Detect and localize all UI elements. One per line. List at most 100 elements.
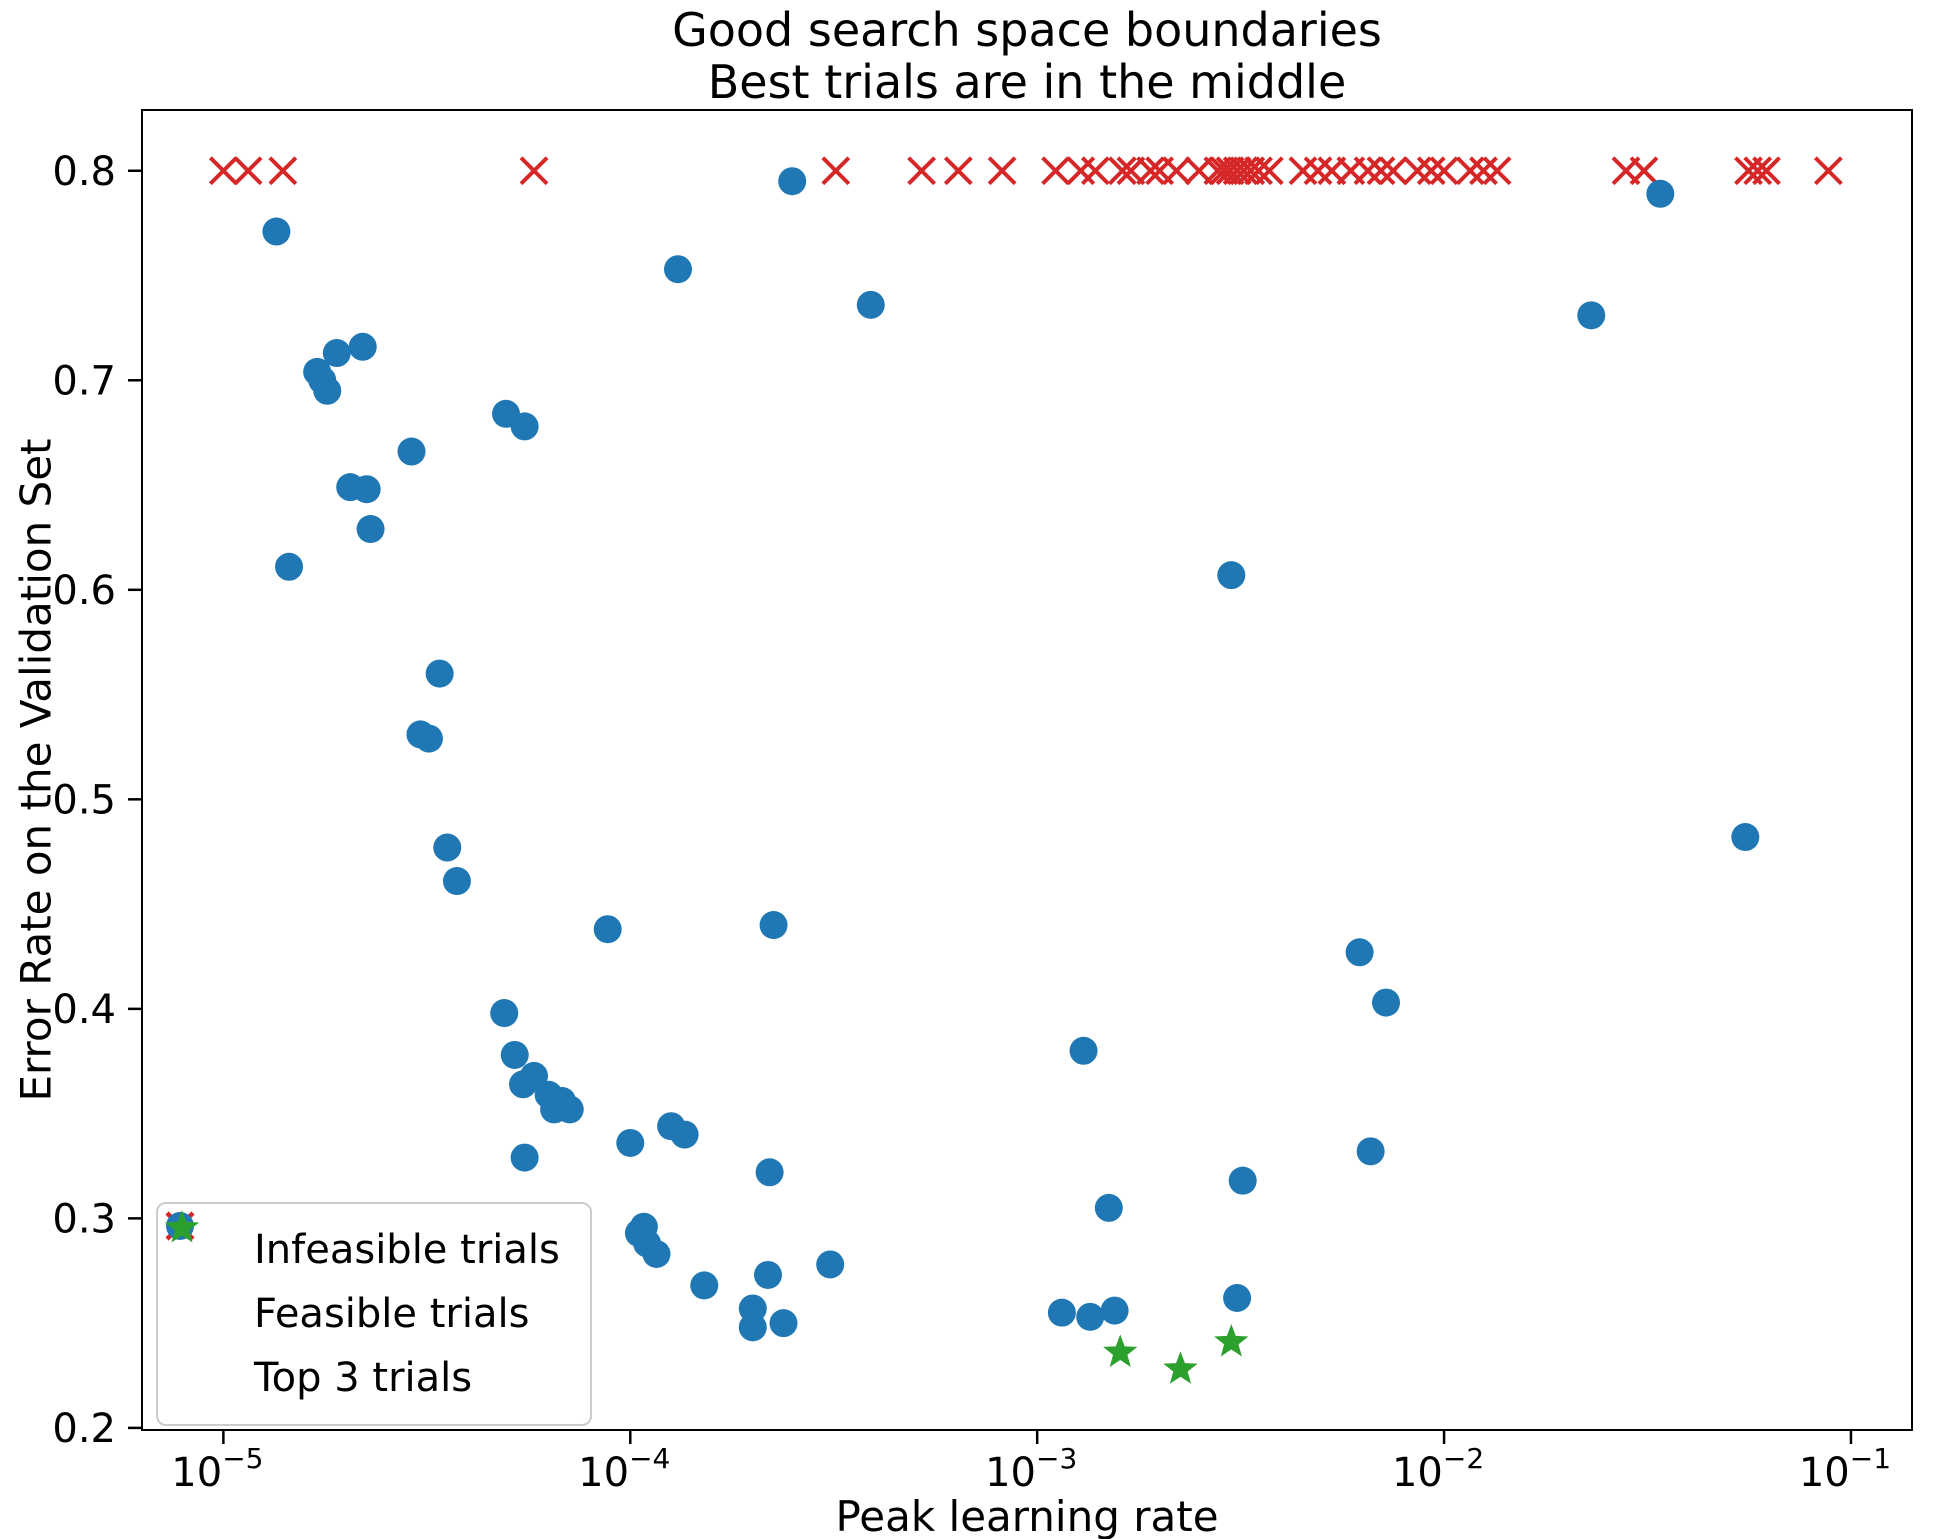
infeasible-point: [943, 156, 973, 186]
y-tick-label: 0.5: [52, 777, 116, 823]
feasible-point: [356, 515, 385, 544]
y-tick-label: 0.2: [52, 1406, 116, 1452]
feasible-point: [555, 1095, 584, 1124]
infeasible-point: [1378, 156, 1408, 186]
feasible-point: [500, 1040, 529, 1069]
feasible-point: [322, 339, 351, 368]
feasible-point: [1356, 1137, 1385, 1166]
feasible-point: [397, 437, 426, 466]
feasible-point: [663, 255, 692, 284]
feasible-point: [1069, 1036, 1098, 1065]
legend-entry-top3: Top 3 trials: [164, 1210, 560, 1410]
plot-frame: [141, 109, 1913, 1431]
y-axis-label: Error Rate on the Validation Set: [11, 438, 61, 1102]
feasible-point: [1076, 1302, 1105, 1331]
x-tick-label: 10−3: [985, 1442, 1077, 1496]
infeasible-point: [821, 156, 851, 186]
feasible-point: [1228, 1166, 1257, 1195]
infeasible-point: [208, 156, 238, 186]
feasible-point: [753, 1260, 782, 1289]
infeasible-point: [519, 156, 549, 186]
chart-title-line1: Good search space boundaries: [672, 3, 1382, 57]
infeasible-point: [1244, 156, 1273, 186]
infeasible-point: [1469, 156, 1498, 186]
feasible-point: [642, 1240, 671, 1268]
feasible-point: [313, 376, 342, 405]
infeasible-point: [1162, 156, 1191, 186]
legend-entry-infeasible: Infeasible trials: [165, 1211, 560, 1282]
legend-label-feasible: Feasible trials: [254, 1291, 530, 1337]
infeasible-point: [1743, 156, 1773, 186]
feasible-point: [1646, 179, 1675, 208]
infeasible-point: [1366, 156, 1396, 186]
infeasible-point: [1353, 156, 1383, 186]
y-tick-label: 0.6: [52, 568, 116, 614]
chart-title-line2: Best trials are in the middle: [707, 55, 1347, 109]
feasible-point: [1047, 1298, 1076, 1327]
x-tick-label: 10−1: [1799, 1442, 1891, 1496]
legend-label-infeasible: Infeasible trials: [254, 1227, 560, 1273]
feasible-point: [442, 867, 471, 896]
feasible-point: [1372, 988, 1401, 1017]
y-tick-label: 0.7: [52, 358, 116, 404]
feasible-point: [1731, 823, 1760, 852]
feasible-point: [425, 659, 454, 688]
feasible-point: [510, 1143, 539, 1172]
top3-point: [1163, 1351, 1198, 1384]
feasible-point: [759, 911, 788, 940]
feasible-point: [490, 999, 519, 1028]
infeasible-point: [1482, 156, 1512, 186]
feasible-point: [433, 833, 462, 862]
y-tick-label: 0.4: [52, 987, 116, 1033]
feasible-point: [414, 724, 443, 753]
legend: Infeasible trials Feasible trials Top 3 …: [156, 1202, 592, 1426]
top3-point: [1214, 1324, 1249, 1357]
feasible-point: [1217, 561, 1246, 590]
infeasible-point: [987, 156, 1017, 186]
feasible-point: [593, 915, 622, 944]
infeasible-point: [1066, 156, 1096, 186]
feasible-point: [262, 217, 291, 246]
feasible-point: [616, 1128, 645, 1157]
chart-title: Good search space boundaries Best trials…: [142, 4, 1912, 108]
feasible-point: [769, 1309, 798, 1338]
feasible-point: [1577, 301, 1606, 330]
x-axis-label: Peak learning rate: [835, 1492, 1219, 1539]
infeasible-point: [1429, 156, 1459, 186]
x-tick-label: 10−5: [171, 1442, 263, 1496]
y-tick-label: 0.3: [52, 1196, 116, 1242]
infeasible-point: [1752, 156, 1781, 186]
infeasible-point: [1403, 156, 1432, 186]
legend-label-top3: Top 3 trials: [254, 1355, 473, 1401]
infeasible-point: [268, 156, 298, 186]
feasible-point: [670, 1120, 699, 1149]
feasible-point: [275, 552, 304, 581]
infeasible-point: [1303, 156, 1333, 186]
infeasible-point: [1080, 156, 1110, 186]
infeasible-point: [233, 156, 263, 186]
feasible-point: [510, 412, 539, 441]
x-tick-label: 10−4: [578, 1442, 670, 1496]
infeasible-point: [1041, 156, 1071, 186]
feasible-point: [856, 290, 885, 319]
feasible-point: [352, 475, 381, 504]
feasible-point: [690, 1271, 719, 1300]
y-tick-label: 0.8: [52, 149, 116, 195]
x-tick-label: 10−2: [1392, 1442, 1484, 1496]
feasible-point: [778, 167, 807, 196]
legend-entry-feasible: Feasible trials: [166, 1212, 560, 1346]
feasible-point: [520, 1061, 549, 1090]
feasible-point: [348, 332, 377, 361]
feasible-point: [738, 1313, 767, 1342]
feasible-point: [1094, 1193, 1123, 1222]
infeasible-point: [1254, 156, 1284, 186]
infeasible-point: [1455, 156, 1485, 186]
infeasible-point: [1136, 156, 1166, 186]
feasible-point: [1100, 1296, 1129, 1325]
top3-point: [1103, 1334, 1138, 1368]
infeasible-point: [1215, 156, 1245, 186]
infeasible-point: [907, 156, 937, 186]
feasible-point: [816, 1250, 845, 1279]
